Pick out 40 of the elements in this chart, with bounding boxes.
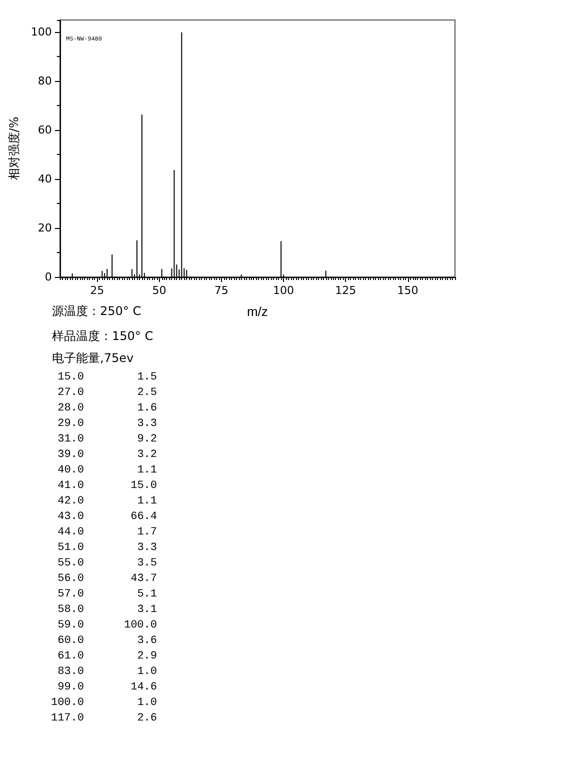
x-tick-label: 25	[90, 284, 104, 297]
x-tick-label: 75	[214, 284, 228, 297]
x-tick-label: 150	[397, 284, 418, 297]
text: 44.0 1.7	[58, 526, 157, 538]
x-tick-label: 50	[152, 284, 166, 297]
text: 117.0 2.6	[50, 712, 157, 724]
text: 43.0 66.4	[58, 511, 157, 523]
y-tick-label: 40	[38, 172, 52, 186]
x-axis-title: m/z	[246, 304, 268, 319]
text: 39.0 3.2	[58, 449, 157, 461]
text: 41.0 15.0	[58, 480, 157, 492]
text: 40.0 1.1	[58, 464, 157, 476]
text: 100.0 1.0	[50, 697, 157, 709]
y-tick-label: 80	[38, 74, 52, 88]
text: 55.0 3.5	[58, 558, 157, 570]
text: 27.0 2.5	[58, 387, 157, 399]
text: 28.0 1.6	[58, 402, 157, 414]
text: 源温度：250° C	[52, 304, 142, 318]
text: 51.0 3.3	[58, 542, 157, 554]
text: 29.0 3.3	[58, 418, 157, 430]
text: 样品温度：150° C	[52, 329, 154, 343]
text: 58.0 3.1	[58, 604, 157, 616]
text: 42.0 1.1	[58, 496, 157, 508]
text: 99.0 14.6	[58, 682, 157, 694]
text: 83.0 1.0	[58, 666, 157, 678]
text: 15.0 1.5	[58, 372, 157, 384]
y-tick-label: 60	[38, 124, 52, 137]
y-axis-title: 相对强度/%	[7, 116, 21, 180]
text: 61.0 2.9	[58, 650, 157, 662]
text: 56.0 43.7	[58, 573, 157, 585]
text: 60.0 3.6	[58, 635, 157, 647]
text: 电子能量,75ev	[52, 351, 134, 365]
x-tick-label: 100	[273, 284, 294, 297]
x-tick-label: 125	[335, 284, 356, 297]
y-tick-label: 20	[38, 222, 52, 235]
text: 31.0 9.2	[58, 434, 157, 446]
y-tick-label: 100	[30, 26, 52, 39]
text: 57.0 5.1	[58, 588, 157, 600]
text: 59.0 100.0	[58, 620, 157, 632]
y-tick-label: 0	[44, 270, 52, 284]
